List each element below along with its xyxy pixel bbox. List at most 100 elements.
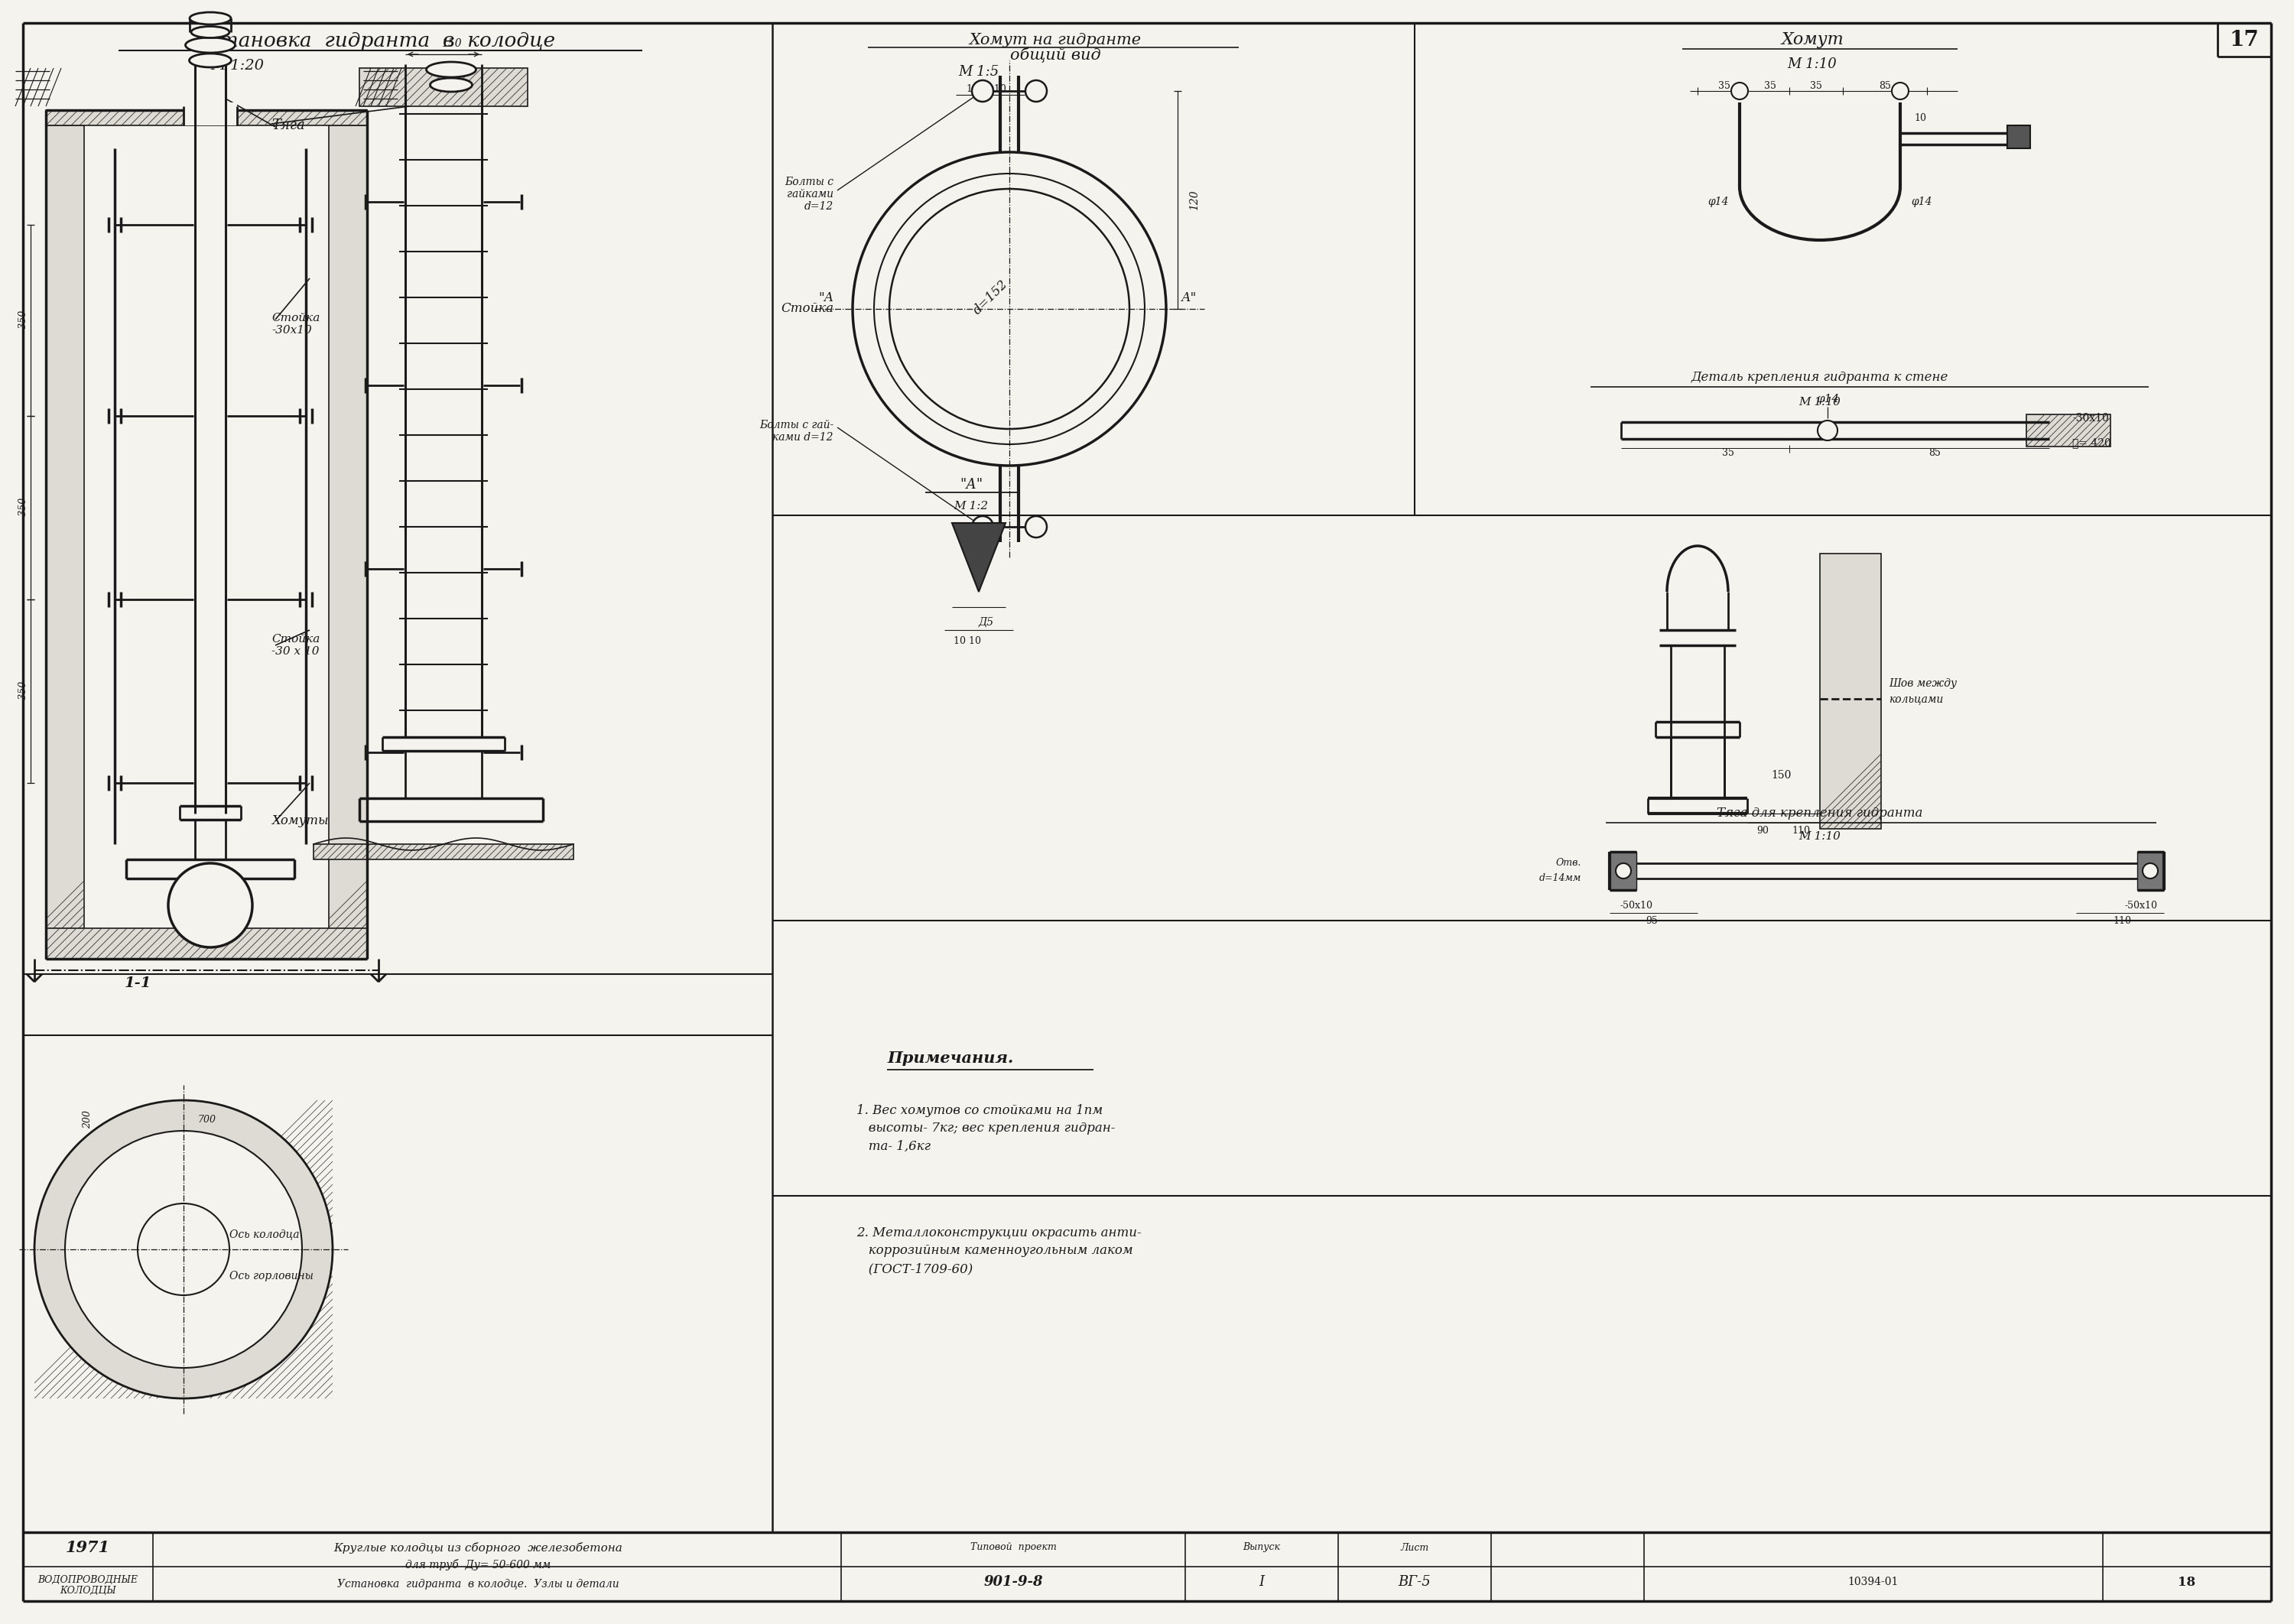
Bar bbox=[184, 102, 236, 125]
Text: Хомуты: Хомуты bbox=[271, 815, 328, 828]
Circle shape bbox=[2143, 864, 2159, 879]
Bar bbox=[46, 125, 85, 935]
Text: ВГ-5: ВГ-5 bbox=[1399, 1575, 1431, 1588]
Text: Хомут на гидранте: Хомут на гидранте bbox=[968, 32, 1142, 47]
Text: -30x10: -30x10 bbox=[2071, 412, 2108, 424]
PathPatch shape bbox=[1819, 554, 1881, 828]
Text: 90: 90 bbox=[1757, 825, 1769, 835]
Text: 110: 110 bbox=[1792, 825, 1810, 835]
Text: 18: 18 bbox=[2177, 1575, 2195, 1588]
Text: 1. Вес хомутов со стойками на 1пм
   высоты- 7кг; вес крепления гидран-
   та- 1: 1. Вес хомутов со стойками на 1пм высоты… bbox=[856, 1104, 1115, 1153]
Bar bbox=[46, 110, 367, 125]
Text: 200: 200 bbox=[83, 1111, 92, 1129]
PathPatch shape bbox=[314, 844, 574, 859]
Circle shape bbox=[1817, 421, 1837, 440]
Text: М 1:2: М 1:2 bbox=[954, 500, 989, 512]
Circle shape bbox=[890, 188, 1129, 429]
Text: М 1:10: М 1:10 bbox=[1798, 831, 1840, 841]
Text: Деталь крепления гидранта к стене: Деталь крепления гидранта к стене bbox=[1691, 372, 1948, 385]
PathPatch shape bbox=[34, 1099, 333, 1398]
Text: Болты с
гайками
d=12: Болты с гайками d=12 bbox=[785, 177, 833, 213]
Text: φ14: φ14 bbox=[1707, 197, 1730, 208]
Bar bbox=[161, 1212, 206, 1288]
Circle shape bbox=[973, 516, 993, 538]
PathPatch shape bbox=[360, 68, 528, 106]
Text: М 1:20: М 1:20 bbox=[211, 58, 264, 73]
Circle shape bbox=[34, 1099, 333, 1398]
Text: Д5: Д5 bbox=[980, 617, 993, 628]
Text: 35: 35 bbox=[1810, 81, 1821, 91]
Text: -350: -350 bbox=[18, 497, 28, 518]
Text: Стойка: Стойка bbox=[780, 302, 833, 315]
Polygon shape bbox=[952, 523, 1005, 591]
Text: общий вид: общий вид bbox=[1009, 47, 1101, 63]
Bar bbox=[1819, 554, 1881, 828]
Text: Установка  гидранта  в  колодце: Установка гидранта в колодце bbox=[193, 32, 555, 50]
Circle shape bbox=[1732, 83, 1748, 99]
Text: 901-9-8: 901-9-8 bbox=[984, 1575, 1044, 1588]
Circle shape bbox=[1615, 864, 1631, 879]
Circle shape bbox=[156, 1223, 211, 1276]
Text: 10: 10 bbox=[1913, 112, 1927, 123]
Circle shape bbox=[167, 864, 252, 947]
Text: Отв.: Отв. bbox=[1555, 857, 1581, 869]
Text: d=152: d=152 bbox=[970, 278, 1009, 317]
PathPatch shape bbox=[46, 125, 85, 935]
Text: М 1:10: М 1:10 bbox=[1798, 396, 1840, 408]
Text: "А": "А" bbox=[959, 477, 982, 492]
Circle shape bbox=[64, 1130, 303, 1367]
Text: 150: 150 bbox=[440, 39, 461, 49]
Text: Лист: Лист bbox=[1399, 1543, 1429, 1553]
Bar bbox=[2026, 414, 2110, 447]
Bar bbox=[328, 125, 367, 935]
Text: 35: 35 bbox=[1723, 448, 1734, 458]
Text: 10 10: 10 10 bbox=[954, 637, 982, 646]
Bar bbox=[314, 844, 574, 859]
Ellipse shape bbox=[190, 13, 232, 24]
Text: КОЛОДЦЫ: КОЛОДЦЫ bbox=[60, 1585, 117, 1595]
Ellipse shape bbox=[427, 62, 477, 78]
Text: -50x10: -50x10 bbox=[2124, 900, 2156, 909]
Ellipse shape bbox=[186, 37, 234, 52]
PathPatch shape bbox=[46, 110, 367, 125]
Text: 700: 700 bbox=[197, 1114, 216, 1124]
Ellipse shape bbox=[188, 54, 232, 67]
Text: Болты с гай-
ками d=12: Болты с гай- ками d=12 bbox=[759, 419, 833, 443]
Text: Круглые колодцы из сборного  железобетона: Круглые колодцы из сборного железобетона bbox=[333, 1541, 622, 1553]
Circle shape bbox=[1893, 83, 1909, 99]
Text: d=14мм: d=14мм bbox=[1539, 874, 1581, 883]
Circle shape bbox=[1025, 80, 1046, 102]
Text: -350: -350 bbox=[18, 680, 28, 702]
Text: 120: 120 bbox=[1188, 190, 1200, 211]
Text: Тяга для крепления гидранта: Тяга для крепления гидранта bbox=[1716, 807, 1922, 820]
Circle shape bbox=[853, 153, 1165, 466]
Circle shape bbox=[1025, 516, 1046, 538]
Text: для труб  Ду= 50-600 мм: для труб Ду= 50-600 мм bbox=[406, 1559, 551, 1570]
Text: 10394-01: 10394-01 bbox=[1849, 1577, 1899, 1587]
Text: Ось горловины: Ось горловины bbox=[229, 1270, 314, 1281]
Bar bbox=[360, 68, 528, 106]
PathPatch shape bbox=[2026, 414, 2110, 447]
Text: φ14: φ14 bbox=[1911, 197, 1932, 208]
Text: 1971: 1971 bbox=[67, 1540, 110, 1556]
Text: 35: 35 bbox=[1764, 81, 1776, 91]
Text: А": А" bbox=[1181, 291, 1197, 304]
Text: Типовой  проект: Типовой проект bbox=[970, 1543, 1055, 1553]
Text: I: I bbox=[1259, 1575, 1264, 1588]
Text: φ14: φ14 bbox=[1817, 393, 1840, 404]
Text: 95: 95 bbox=[1645, 916, 1659, 926]
Text: -50x10: -50x10 bbox=[1620, 900, 1652, 909]
Text: Стойка
-30 х 10: Стойка -30 х 10 bbox=[271, 633, 319, 656]
Bar bbox=[1610, 851, 1636, 890]
Text: Тяга: Тяга bbox=[271, 119, 305, 132]
Text: Выпуск: Выпуск bbox=[1243, 1543, 1280, 1553]
Text: М 1:10: М 1:10 bbox=[1787, 57, 1837, 71]
Text: Стойка
-30х10: Стойка -30х10 bbox=[271, 313, 319, 336]
Text: 1-1: 1-1 bbox=[124, 976, 151, 991]
Text: 150: 150 bbox=[1771, 770, 1792, 781]
Bar bbox=[2138, 851, 2163, 890]
Text: ВОДОПРОВОДНЫЕ: ВОДОПРОВОДНЫЕ bbox=[37, 1575, 138, 1585]
Text: М 1:5: М 1:5 bbox=[959, 65, 1000, 78]
PathPatch shape bbox=[46, 929, 367, 958]
Text: 2. Металлоконструкции окрасить анти-
   коррозийным каменноугольным лаком
   (ГО: 2. Металлоконструкции окрасить анти- кор… bbox=[856, 1226, 1142, 1275]
